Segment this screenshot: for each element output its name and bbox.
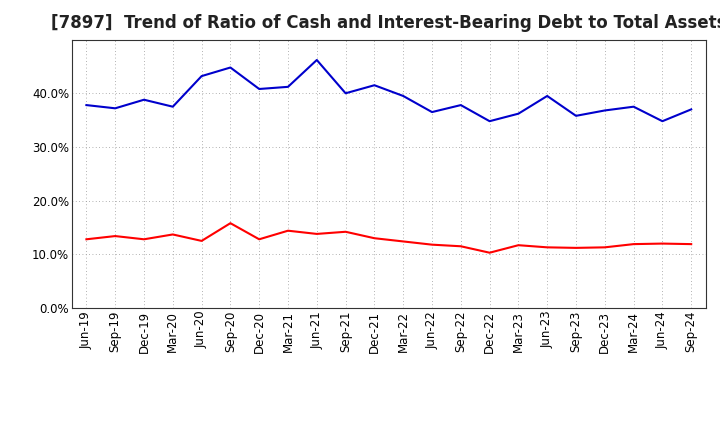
Interest-Bearing Debt — [82, 103, 91, 108]
Cash — [197, 238, 206, 244]
Interest-Bearing Debt — [140, 97, 148, 103]
Cash — [485, 250, 494, 255]
Cash — [572, 245, 580, 250]
Cash — [370, 235, 379, 241]
Cash — [284, 228, 292, 233]
Interest-Bearing Debt — [284, 84, 292, 89]
Interest-Bearing Debt — [485, 118, 494, 124]
Interest-Bearing Debt — [312, 57, 321, 62]
Cash — [629, 242, 638, 247]
Interest-Bearing Debt — [600, 108, 609, 113]
Line: Cash: Cash — [86, 223, 691, 253]
Cash — [226, 220, 235, 226]
Cash — [399, 239, 408, 244]
Cash — [456, 244, 465, 249]
Cash — [341, 229, 350, 235]
Cash — [658, 241, 667, 246]
Cash — [600, 245, 609, 250]
Cash — [140, 237, 148, 242]
Interest-Bearing Debt — [370, 83, 379, 88]
Interest-Bearing Debt — [111, 106, 120, 111]
Interest-Bearing Debt — [514, 111, 523, 116]
Interest-Bearing Debt — [658, 118, 667, 124]
Cash — [514, 242, 523, 248]
Cash — [428, 242, 436, 247]
Interest-Bearing Debt — [197, 73, 206, 79]
Interest-Bearing Debt — [341, 91, 350, 96]
Cash — [82, 237, 91, 242]
Line: Interest-Bearing Debt: Interest-Bearing Debt — [86, 60, 691, 121]
Cash — [312, 231, 321, 237]
Cash — [687, 242, 696, 247]
Interest-Bearing Debt — [428, 110, 436, 115]
Cash — [543, 245, 552, 250]
Interest-Bearing Debt — [255, 86, 264, 92]
Interest-Bearing Debt — [629, 104, 638, 109]
Interest-Bearing Debt — [687, 107, 696, 112]
Cash — [168, 232, 177, 237]
Interest-Bearing Debt — [399, 93, 408, 99]
Cash — [255, 237, 264, 242]
Interest-Bearing Debt — [543, 93, 552, 99]
Interest-Bearing Debt — [226, 65, 235, 70]
Interest-Bearing Debt — [456, 103, 465, 108]
Title: [7897]  Trend of Ratio of Cash and Interest-Bearing Debt to Total Assets: [7897] Trend of Ratio of Cash and Intere… — [51, 15, 720, 33]
Interest-Bearing Debt — [168, 104, 177, 109]
Interest-Bearing Debt — [572, 113, 580, 118]
Cash — [111, 234, 120, 239]
